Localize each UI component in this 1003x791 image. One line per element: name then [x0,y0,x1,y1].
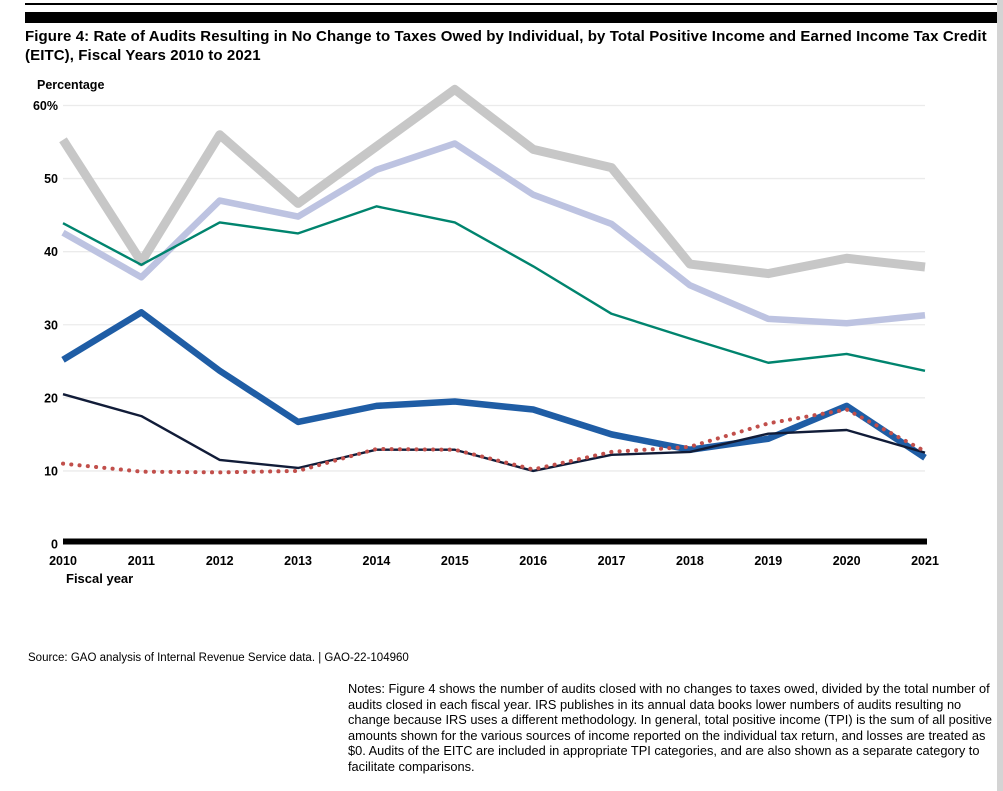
x-tick-label: 2016 [519,554,547,568]
chart-legend: $1 to <$25k $200k to <$500k $5M or more … [0,595,1003,655]
top-rule [25,3,997,5]
y-tick-label: 40 [44,245,58,259]
x-tick-label: 2018 [676,554,704,568]
title-bar [25,12,997,23]
series-line-5 [61,407,927,475]
figure-title: Figure 4: Rate of Audits Resulting in No… [25,28,987,64]
y-tick-label: 20 [44,391,58,405]
y-tick-label: 60% [33,99,58,113]
x-axis-title: Fiscal year [66,571,134,586]
x-tick-label: 2013 [284,554,312,568]
series-line-3 [61,140,926,327]
page-edge-strip [997,0,1003,791]
x-tick-label: 2014 [363,554,391,568]
x-tick-label: 2021 [911,554,939,568]
x-tick-label: 2017 [598,554,626,568]
series-line-1 [61,309,927,461]
source-line: Source: GAO analysis of Internal Revenue… [28,652,409,664]
y-tick-label: 30 [44,318,58,332]
x-tick-label: 2010 [49,554,77,568]
x-tick-label: 2019 [754,554,782,568]
series-line-2 [62,205,926,372]
x-tick-label: 2020 [833,554,861,568]
x-tick-label: 2011 [128,554,155,568]
y-tick-label: 50 [44,172,58,186]
series-line-4 [59,84,926,279]
y-tick-label: 10 [44,464,58,478]
series-line-0 [62,393,926,473]
y-axis-title: Percentage [37,78,105,92]
x-tick-label: 2012 [206,554,234,568]
y-tick-label: 0 [51,538,58,552]
x-tick-label: 2015 [441,554,469,568]
notes-block: Notes: Figure 4 shows the number of audi… [348,681,992,774]
